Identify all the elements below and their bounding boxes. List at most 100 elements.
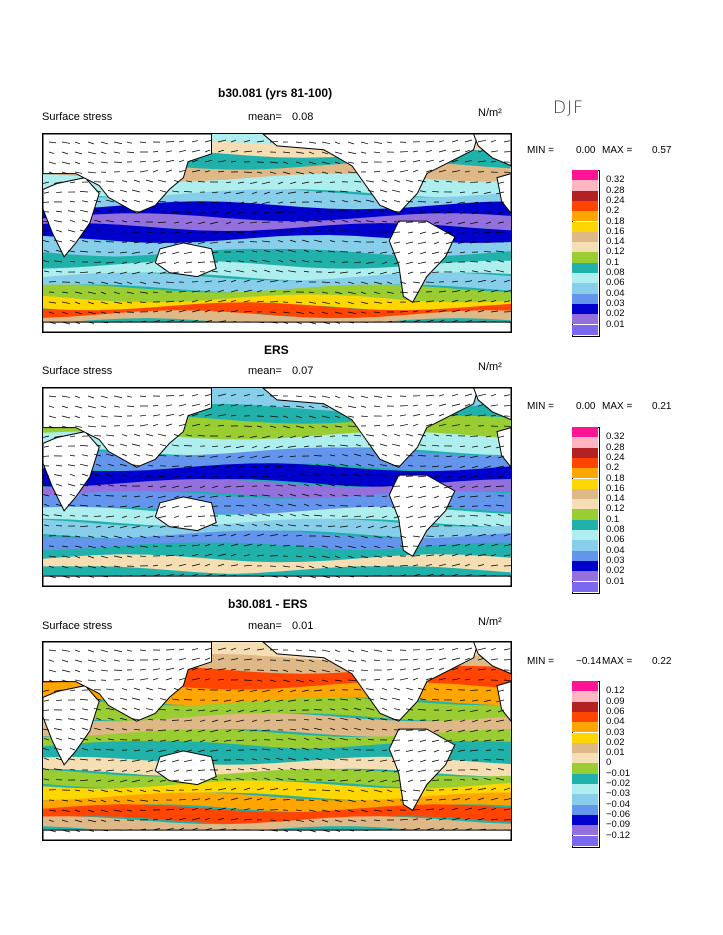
legend-label: 0.06 (606, 534, 625, 546)
legend-swatch (572, 825, 598, 836)
legend-swatch (572, 437, 598, 448)
legend-swatch (572, 691, 598, 702)
panel1-mean-label: mean= (248, 111, 282, 123)
panel2-map (42, 387, 512, 587)
panel2-variable: Surface stress (42, 365, 113, 377)
legend-swatch (572, 550, 598, 561)
panel3-min-value: −0.14 (576, 656, 602, 667)
legend-swatch (572, 581, 598, 592)
legend-label: 0.32 (606, 431, 625, 443)
legend-swatch (572, 804, 598, 815)
panel3-max-label: MAX = (602, 656, 633, 667)
stress-vectors (43, 647, 511, 833)
legend-swatch (572, 457, 598, 469)
field-band (43, 223, 511, 245)
panel3-map-svg (43, 642, 511, 840)
legend-label: 0.14 (606, 236, 625, 248)
legend-swatch (572, 478, 598, 489)
legend-label: 0.02 (606, 565, 625, 577)
panel1-mean-value: 0.08 (292, 111, 314, 123)
panel2-mean-label: mean= (248, 365, 282, 377)
legend-swatch (572, 571, 598, 582)
legend-label: 0.12 (606, 503, 625, 515)
field-band (43, 272, 511, 293)
panel1-max-label: MAX = (602, 145, 633, 156)
legend-swatch (572, 742, 598, 754)
panel2-units: N/m² (478, 361, 502, 373)
legend-label: 0.02 (606, 308, 625, 320)
legend-swatch (572, 530, 598, 541)
legend-label: 0.14 (606, 493, 625, 505)
panel3-mean-value: 0.01 (292, 620, 314, 632)
legend-swatch (572, 701, 598, 712)
land (43, 388, 511, 586)
panel3-title: b30.081 - ERS (228, 597, 308, 611)
legend-label: 0.03 (606, 297, 625, 309)
field-band (43, 780, 511, 801)
panel3-variable: Surface stress (42, 620, 113, 632)
legend-swatch (572, 753, 598, 764)
legend-swatch (572, 763, 598, 774)
legend-swatch (572, 722, 598, 733)
legend-label: 0.04 (606, 716, 625, 728)
legend-swatch (572, 835, 598, 846)
legend-swatch (572, 293, 598, 304)
legend-label: 0.04 (606, 544, 625, 556)
legend-swatch (572, 519, 598, 530)
legend-label: 0.03 (606, 726, 625, 738)
legend-label: 0.24 (606, 451, 625, 463)
field-band (43, 284, 511, 305)
legend-swatch (572, 681, 598, 692)
legend-swatch (572, 242, 598, 253)
legend-label: 0.06 (606, 705, 625, 717)
legend-swatch (572, 560, 598, 572)
legend-label: 0.16 (606, 482, 625, 494)
field-band (43, 310, 511, 327)
field-band (43, 302, 511, 321)
legend-swatch (572, 231, 598, 243)
legend-swatch (572, 303, 598, 315)
legend-label: −0.02 (606, 778, 631, 789)
legend-swatch (572, 773, 598, 784)
legend-swatch (572, 170, 598, 181)
land (43, 134, 511, 332)
legend-label: 0.04 (606, 287, 625, 299)
legend-label: 0.12 (606, 685, 625, 697)
panel3-units: N/m² (478, 616, 502, 628)
legend-swatch (572, 468, 598, 479)
land (43, 642, 511, 840)
panel1-title: b30.081 (yrs 81-100) (218, 86, 333, 100)
legend-label: 0.01 (606, 318, 625, 330)
legend-label: 0.2 (606, 462, 620, 474)
panel2-map-svg (43, 388, 511, 586)
stress-vectors (43, 139, 511, 325)
legend-label: −0.01 (606, 767, 631, 779)
legend-label: 0.28 (606, 184, 625, 196)
legend-label: −0.12 (606, 829, 631, 841)
legend-swatch (572, 540, 598, 551)
panel3-min-label: MIN = (527, 656, 554, 667)
legend-label: 0.01 (606, 575, 625, 587)
legend-swatch (572, 314, 598, 325)
legend-label: 0.12 (606, 246, 625, 258)
legend-swatch (572, 427, 598, 438)
panel1-map (42, 133, 512, 333)
legend-label: −0.06 (606, 808, 631, 820)
legend-label: 0.01 (606, 747, 625, 759)
legend-label: 0.16 (606, 225, 625, 237)
legend-label: 0.09 (606, 695, 625, 707)
legend-swatch (572, 324, 598, 335)
legend-swatch (572, 711, 598, 723)
legend-swatch (572, 273, 598, 284)
panel1-max-value: 0.57 (652, 145, 672, 156)
legend-swatch (572, 794, 598, 805)
legend-label: 0.18 (606, 215, 625, 227)
legend-label: −0.03 (606, 788, 631, 800)
panel2-title: ERS (264, 343, 289, 357)
panel1-units: N/m² (478, 107, 502, 119)
panel3-map (42, 641, 512, 841)
legend-swatch (572, 509, 598, 520)
panel1-variable: Surface stress (42, 111, 113, 123)
legend-label: 0.06 (606, 277, 625, 289)
legend-label: 0.02 (606, 736, 625, 748)
